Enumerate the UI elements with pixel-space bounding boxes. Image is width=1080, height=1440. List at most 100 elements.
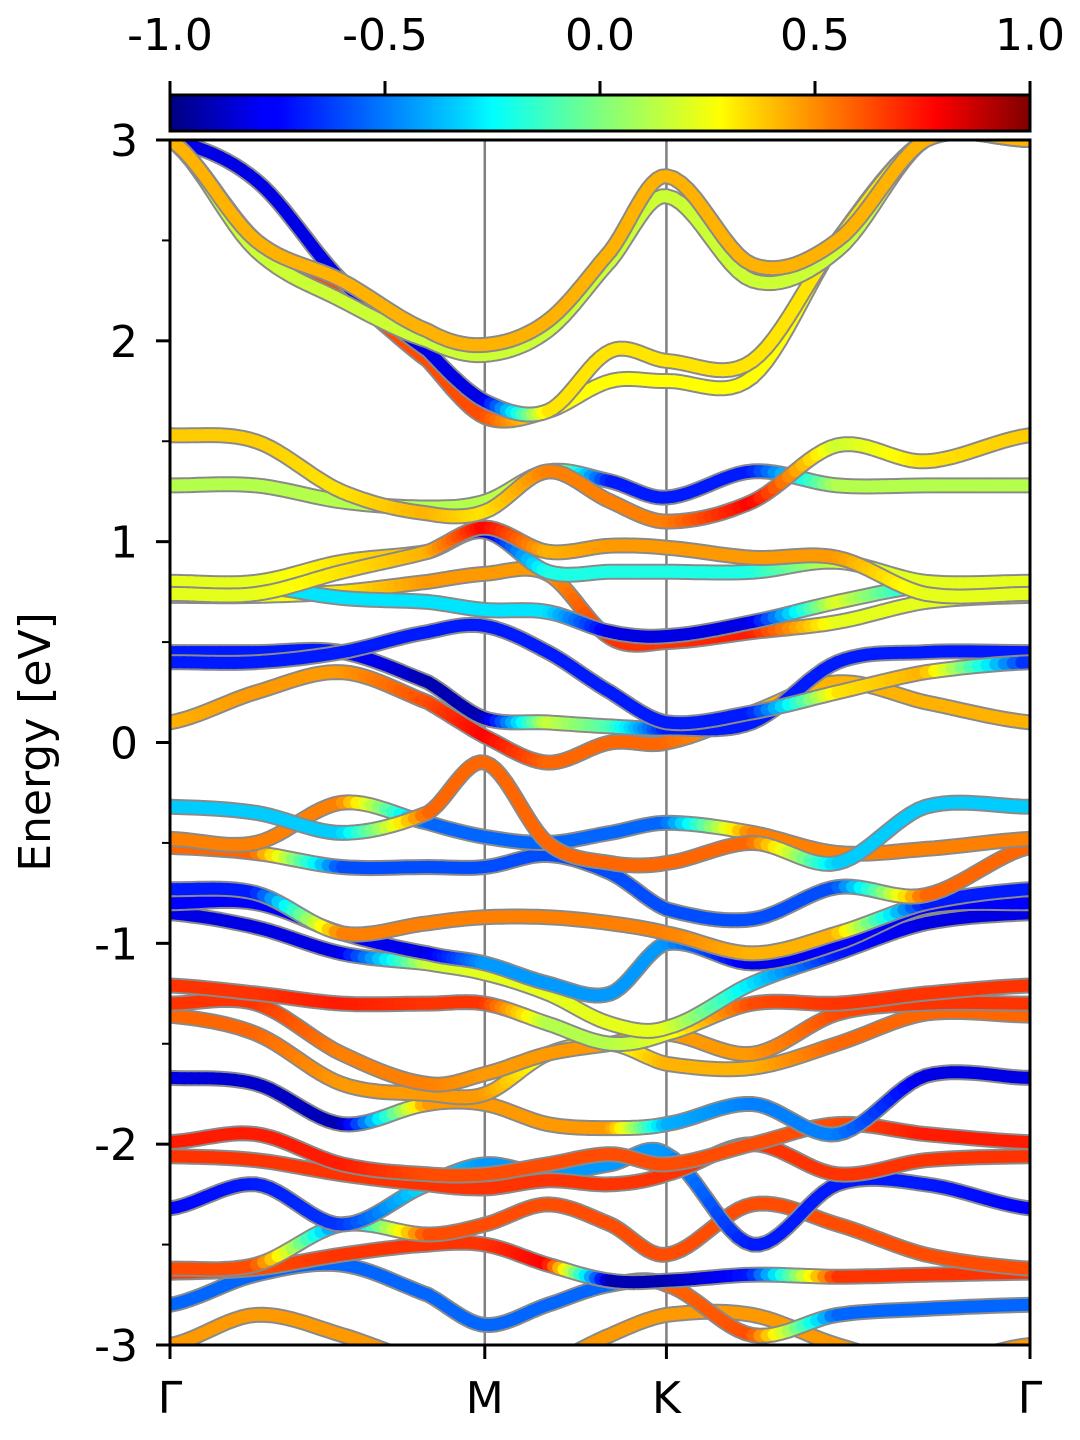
x-tick-label: Γ [1018,1373,1043,1424]
band-segment [537,1367,542,1369]
y-tick-label: -1 [94,919,138,970]
band-segment [983,140,1000,143]
band-segment [1000,1341,1018,1345]
band-segment [889,1360,896,1362]
band-segment [874,1356,881,1358]
band-segment [929,140,945,143]
band-segment [990,140,1010,144]
band-line [170,427,1030,530]
band-segment [997,1343,1008,1345]
band-segment [969,1356,978,1358]
band-segment [929,140,943,143]
band-segment [952,1361,961,1363]
band-segment [543,1365,548,1367]
band-segment [511,1378,516,1380]
plot-area: 3 2 1 0 -1 -2 -3 Γ M K Γ [94,116,1043,1424]
band-segment [904,1363,911,1364]
band-segment [442,1372,447,1374]
x-tick-label: Γ [158,1373,183,1424]
colorbar-tick-label: -1.0 [127,10,213,61]
colorbar-tick-label: -0.5 [342,10,428,61]
band-segment [372,1341,389,1345]
band-segment [433,1367,438,1369]
band-segment [847,1343,859,1345]
band-line [170,133,1030,354]
band-line [170,1303,1030,1382]
band-line [170,754,1030,874]
y-tick-label: -2 [94,1120,138,1171]
band-segment [978,1354,987,1356]
band-segment [929,140,945,143]
band-segment [941,140,945,141]
colorbar-gradient [168,93,1032,133]
band-segment [407,1358,414,1361]
band-segment [990,140,1010,144]
band-segment [575,1341,590,1345]
band-segment [941,140,945,141]
band-segment [896,1362,903,1363]
band-segment [392,1353,399,1356]
colorbar: -1.0 -0.5 0.0 0.5 1.0 [127,10,1065,133]
colorbar-tick-label: 0.5 [780,10,850,61]
x-tick-label: M [466,1373,504,1424]
band-segment [969,133,978,134]
band-segment [943,1362,952,1363]
band-segment [553,1361,558,1363]
band-segment [929,140,945,143]
band-segment [532,1370,537,1372]
band-segment [990,140,1010,144]
y-tick-label: 0 [110,719,138,770]
y-tick-label: 3 [110,116,138,167]
y-tick-label: 2 [110,317,138,368]
band-segment [522,1374,527,1376]
x-tick-label: K [652,1373,682,1424]
band-segment [969,133,978,134]
band-segment [421,1363,428,1365]
y-tick-label: -3 [94,1321,138,1372]
band-segment [881,1358,888,1360]
band-line [170,519,1030,605]
band-segment [979,140,990,141]
band-segment [859,1352,866,1354]
colorbar-tick-label: 0.0 [565,10,635,61]
y-tick-label: 1 [110,518,138,569]
y-axis-label: Energy [eV] [10,612,61,872]
colorbar-tick-label: 1.0 [995,10,1065,61]
band-segment [969,133,978,134]
band-line [170,905,1030,1039]
band-segment [911,1364,918,1365]
band-segment [527,1372,532,1374]
band-segment [414,1361,421,1363]
band-segment [506,1380,511,1382]
band-segment [564,1355,569,1358]
band-line [170,1115,1030,1184]
band-segment [990,140,1010,144]
band-segment [452,1376,457,1378]
band-segment [428,1365,433,1367]
band-segment [960,1359,969,1361]
band-line [170,977,1030,1053]
band-segment [984,140,1000,142]
band-segment [987,1352,996,1354]
band-segment [516,1376,521,1378]
band-segment [979,140,990,141]
band-segment [575,1344,583,1345]
band-line [170,880,1030,962]
band-segment [934,1364,943,1365]
band-line [170,616,1030,732]
band-segment [558,1358,563,1361]
band-segment [381,1344,389,1345]
band-segment [979,140,990,141]
band-segment [983,140,1000,143]
band-segment [941,140,945,141]
band-segment [548,1363,553,1365]
band-segment [983,140,989,141]
band-segment [867,1354,874,1356]
band-segment [569,1353,574,1356]
band-segment [447,1374,452,1376]
band-segment [438,1370,443,1372]
band-segment [983,140,1000,143]
band-segment [839,1341,857,1345]
band-segment [457,1378,462,1380]
